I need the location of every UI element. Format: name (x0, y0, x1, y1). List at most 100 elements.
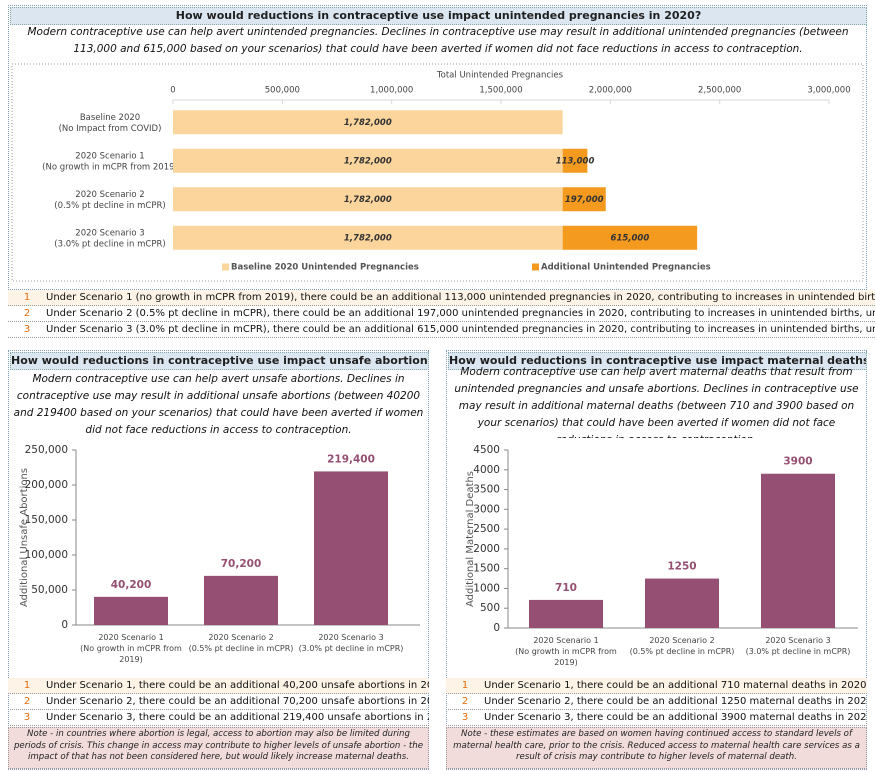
value-label: 113,000 (556, 156, 595, 166)
value-label: 710 (555, 582, 577, 594)
legend-label: Additional Unintended Pregnancies (541, 263, 711, 273)
bar-segment (173, 187, 563, 212)
category-label: Baseline 2020 (No Impact from COVID) (59, 112, 162, 133)
value-label: 615,000 (611, 233, 650, 243)
x-tick-label: 2,000,000 (589, 86, 632, 96)
footnote: Note - these estimates are based on wome… (446, 727, 867, 769)
bar (645, 578, 719, 628)
y-tick-label: 2500 (473, 523, 500, 535)
bar (314, 471, 388, 625)
y-axis-title: Additional Unsafe Abortions (19, 468, 30, 607)
note-number: 2 (23, 696, 31, 707)
value-label: 1,782,000 (344, 118, 392, 128)
y-tick-label: 150,000 (25, 514, 68, 526)
value-label: 219,400 (327, 453, 375, 465)
y-tick-label: 1500 (473, 563, 500, 575)
y-tick-label: 2000 (473, 543, 500, 555)
value-label: 1,782,000 (344, 233, 392, 243)
panel-title: How would reductions in contraceptive us… (10, 352, 429, 370)
x-axis-title: Total Unintended Pregnancies (436, 71, 564, 81)
note-number: 2 (23, 308, 31, 319)
note-text: Under Scenario 2, there could be an addi… (46, 696, 429, 707)
value-label: 3900 (783, 456, 812, 468)
note-text: Under Scenario 3 (3.0% pt decline in mCP… (46, 324, 875, 335)
y-tick-label: 50,000 (31, 584, 68, 596)
note-text: Under Scenario 1, there could be an addi… (484, 680, 867, 691)
y-tick-label: 0 (493, 622, 500, 634)
bar-segment (173, 225, 563, 250)
category-label: 2020 Scenario 3 (3.0% pt decline in mCPR) (54, 228, 165, 249)
category-label: 2020 Scenario 2 (0.5% pt decline in mCPR) (630, 636, 735, 656)
panel-description: Modern contraceptive use can help avert … (27, 26, 849, 55)
bar (761, 473, 835, 628)
x-tick-label: 2,500,000 (698, 86, 741, 96)
category-label: 2020 Scenario 1 (No growth in mCPR from 20… (515, 636, 617, 667)
note-number: 2 (461, 696, 469, 707)
value-label: 1250 (667, 561, 696, 573)
y-tick-label: 250,000 (25, 444, 68, 456)
value-label: 1,782,000 (344, 156, 392, 166)
y-axis-title: Additional Maternal Deaths (465, 471, 476, 607)
note-number: 1 (461, 680, 469, 691)
note-text: Under Scenario 2 (0.5% pt decline in mCP… (46, 308, 875, 319)
notes: 1 Under Scenario 1 (no growth in mCPR fro… (8, 290, 875, 338)
value-label: 70,200 (221, 558, 262, 570)
note-text: Under Scenario 3, there could be an addi… (484, 712, 867, 723)
note-text: Under Scenario 1 (no growth in mCPR from… (46, 292, 875, 303)
category-label: 2020 Scenario 2 (0.5% pt decline in mCPR) (189, 633, 294, 653)
x-tick-label: 500,000 (265, 86, 300, 96)
x-tick-label: 1,000,000 (370, 86, 413, 96)
note-row: 2 Under Scenario 2 (0.5% pt decline in mC… (8, 306, 875, 322)
y-tick-label: 0 (61, 619, 68, 631)
y-tick-label: 4500 (473, 444, 500, 456)
y-tick-label: 100,000 (25, 549, 68, 561)
bar-segment (562, 225, 698, 250)
note-number: 3 (461, 712, 469, 723)
y-tick-label: 3000 (473, 503, 500, 515)
bar (204, 575, 278, 625)
note-row: 3 Under Scenario 3, there could be an add… (446, 710, 867, 726)
note-row: 3 Under Scenario 3, there could be an add… (8, 710, 429, 726)
note-row: 1 Under Scenario 1, there could be an add… (8, 678, 429, 694)
legend-label: Baseline 2020 Unintended Pregnancies (231, 263, 419, 273)
note-number: 1 (23, 680, 31, 691)
category-label: 2020 Scenario 3 (3.0% pt decline in mCPR) (746, 636, 851, 656)
y-tick-label: 4000 (473, 464, 500, 476)
category-label: 2020 Scenario 1 (No growth in mCPR from 20… (80, 633, 182, 664)
panel-description: Modern contraceptive use can help avert … (13, 373, 424, 436)
footnote: Note - in countries where abortion is le… (8, 727, 429, 769)
bar-segment (562, 148, 588, 173)
value-label: 40,200 (111, 579, 152, 591)
y-tick-label: 200,000 (25, 479, 68, 491)
notes: 1 Under Scenario 1, there could be an add… (8, 678, 429, 726)
note-row: 3 Under Scenario 3 (3.0% pt decline in mC… (8, 322, 875, 338)
note-row: 2 Under Scenario 2, there could be an add… (8, 694, 429, 710)
notes: 1 Under Scenario 1, there could be an add… (446, 678, 867, 726)
x-tick-label: 1,500,000 (479, 86, 522, 96)
legend-swatch (532, 263, 539, 271)
note-row: 2 Under Scenario 2, there could be an add… (446, 694, 867, 710)
y-tick-label: 500 (480, 602, 500, 614)
x-tick-label: 3,000,000 (807, 86, 850, 96)
category-label: 2020 Scenario 3 (3.0% pt decline in mCPR) (299, 633, 404, 653)
panel-description: Modern contraceptive use can help avert … (454, 366, 859, 438)
note-text: Under Scenario 3, there could be an addi… (46, 712, 429, 723)
note-number: 3 (23, 712, 31, 723)
x-tick-label: 0 (170, 86, 175, 96)
note-text: Under Scenario 2, there could be an addi… (484, 696, 867, 707)
legend-swatch (222, 263, 229, 271)
note-row: 1 Under Scenario 1, there could be an add… (446, 678, 867, 694)
bar-segment (562, 187, 606, 212)
value-label: 1,782,000 (344, 195, 392, 205)
bar (94, 596, 168, 625)
value-label: 197,000 (565, 195, 604, 205)
y-tick-label: 1000 (473, 582, 500, 594)
y-tick-label: 3500 (473, 484, 500, 496)
note-number: 1 (23, 292, 31, 303)
bar-segment (173, 148, 563, 173)
category-label: 2020 Scenario 2 (0.5% pt decline in mCPR) (54, 189, 165, 210)
bar (529, 599, 603, 628)
category-label: 2020 Scenario 1 (No growth in mCPR from 2… (42, 151, 178, 172)
